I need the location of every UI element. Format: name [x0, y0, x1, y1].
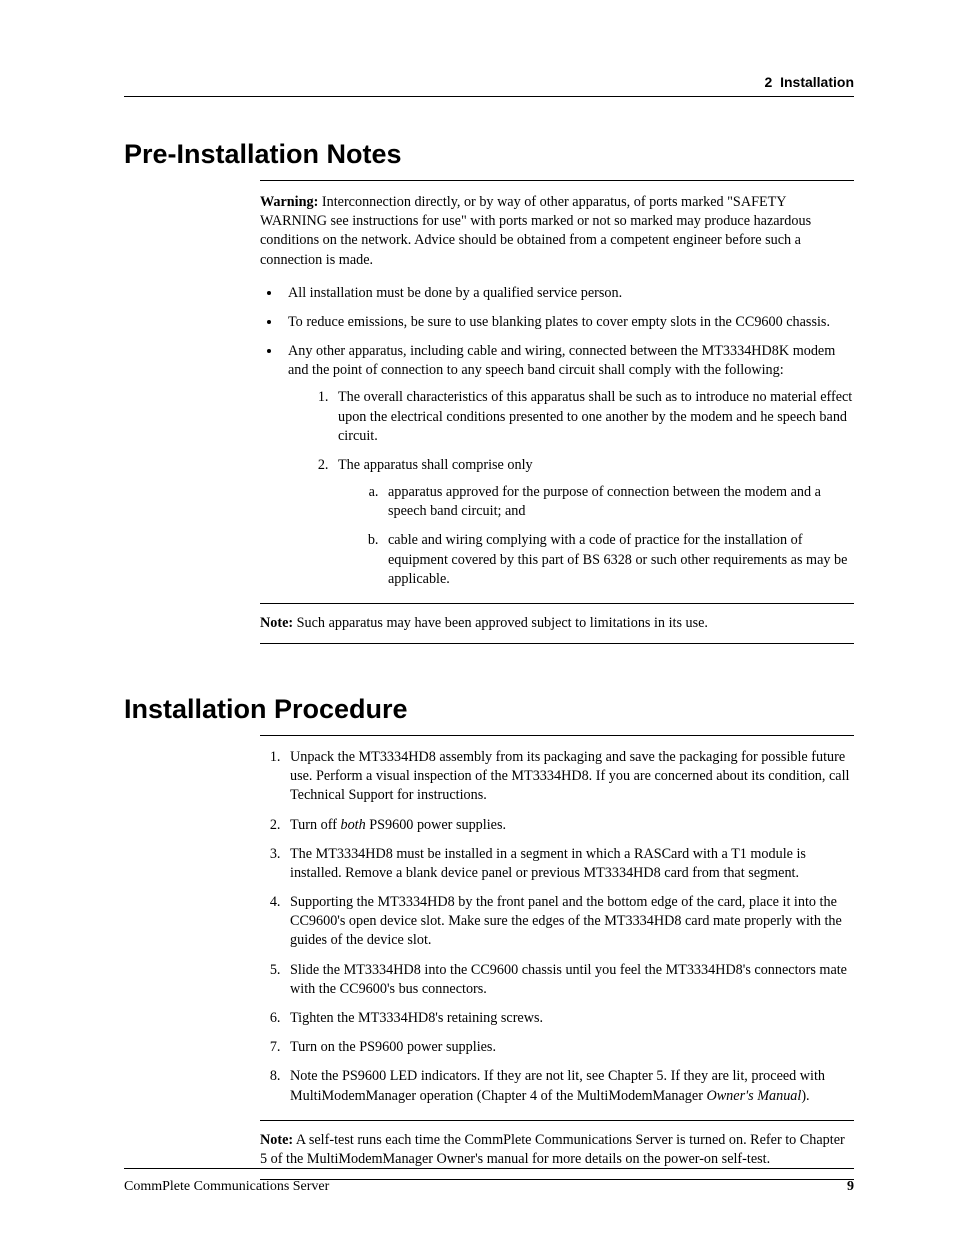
page-content: 2 Installation Pre-Installation Notes Wa… [124, 74, 854, 1180]
step: Turn on the PS9600 power supplies. [284, 1038, 854, 1057]
step: Note the PS9600 LED indicators. If they … [284, 1067, 854, 1105]
procedure-steps: Unpack the MT3334HD8 assembly from its p… [260, 748, 854, 1106]
alpha-item: cable and wiring complying with a code o… [382, 531, 854, 589]
running-header: 2 Installation [124, 74, 854, 97]
heading-preinstall: Pre-Installation Notes [124, 139, 854, 170]
bullet-item: All installation must be done by a quali… [282, 284, 854, 303]
note-paragraph: Note: Such apparatus may have been appro… [260, 614, 854, 633]
num-text: The apparatus shall comprise only [338, 457, 533, 473]
note-label: Note: [260, 1132, 293, 1148]
step: Supporting the MT3334HD8 by the front pa… [284, 893, 854, 951]
warning-label: Warning: [260, 194, 318, 210]
procedure-block: Unpack the MT3334HD8 assembly from its p… [260, 735, 854, 1180]
chapter-title: Installation [780, 74, 854, 90]
step: Turn off both PS9600 power supplies. [284, 816, 854, 835]
alpha-item: apparatus approved for the purpose of co… [382, 483, 854, 521]
num-item: The overall characteristics of this appa… [332, 388, 854, 446]
numbered-sublist: The overall characteristics of this appa… [288, 388, 854, 589]
preinstall-block: Warning: Interconnection directly, or by… [260, 180, 854, 644]
note-text: A self-test runs each time the CommPlete… [260, 1132, 845, 1167]
warning-text: Interconnection directly, or by way of o… [260, 194, 811, 268]
step-text: ). [801, 1088, 809, 1104]
alpha-sublist: apparatus approved for the purpose of co… [338, 483, 854, 589]
note-paragraph: Note: A self-test runs each time the Com… [260, 1131, 854, 1169]
bullet-text: Any other apparatus, including cable and… [288, 343, 835, 378]
note-text: Such apparatus may have been approved su… [293, 615, 708, 631]
warning-paragraph: Warning: Interconnection directly, or by… [260, 193, 854, 270]
step-text: Turn off [290, 817, 340, 833]
rule [260, 603, 854, 604]
step: The MT3334HD8 must be installed in a seg… [284, 845, 854, 883]
bullet-list: All installation must be done by a quali… [260, 284, 854, 589]
num-item: The apparatus shall comprise only appara… [332, 456, 854, 589]
chapter-number: 2 [765, 74, 773, 90]
bullet-item: Any other apparatus, including cable and… [282, 342, 854, 589]
step-text: PS9600 power supplies. [366, 817, 506, 833]
step-em: Owner's Manual [706, 1088, 801, 1104]
page-footer: CommPlete Communications Server 9 [124, 1168, 854, 1195]
note-label: Note: [260, 615, 293, 631]
bullet-item: To reduce emissions, be sure to use blan… [282, 313, 854, 332]
step: Slide the MT3334HD8 into the CC9600 chas… [284, 961, 854, 999]
rule [260, 643, 854, 644]
step: Unpack the MT3334HD8 assembly from its p… [284, 748, 854, 806]
rule [260, 180, 854, 181]
footer-row: CommPlete Communications Server 9 [124, 1179, 854, 1195]
step-em: both [340, 817, 365, 833]
rule [260, 735, 854, 736]
page-number: 9 [847, 1179, 854, 1195]
rule [124, 1168, 854, 1169]
heading-procedure: Installation Procedure [124, 694, 854, 725]
rule [260, 1120, 854, 1121]
step: Tighten the MT3334HD8's retaining screws… [284, 1009, 854, 1028]
footer-product-name: CommPlete Communications Server [124, 1179, 329, 1195]
